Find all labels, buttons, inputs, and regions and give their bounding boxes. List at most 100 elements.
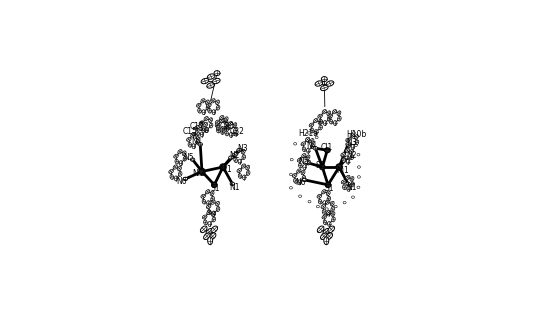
Ellipse shape <box>228 121 233 126</box>
Ellipse shape <box>334 205 337 208</box>
Ellipse shape <box>198 108 201 113</box>
Ellipse shape <box>321 85 328 91</box>
Ellipse shape <box>305 137 310 142</box>
Text: N2: N2 <box>229 151 239 160</box>
Ellipse shape <box>314 129 318 134</box>
Ellipse shape <box>211 200 215 204</box>
Ellipse shape <box>211 226 218 233</box>
Text: S1: S1 <box>210 184 220 193</box>
Ellipse shape <box>224 126 228 130</box>
Text: Cl1: Cl1 <box>320 143 333 152</box>
Ellipse shape <box>233 153 237 157</box>
Ellipse shape <box>345 156 349 160</box>
Ellipse shape <box>197 103 201 107</box>
Ellipse shape <box>347 143 351 148</box>
Ellipse shape <box>221 126 224 132</box>
Text: N2: N2 <box>346 151 356 160</box>
Ellipse shape <box>342 158 346 162</box>
Ellipse shape <box>212 110 216 115</box>
Ellipse shape <box>311 128 314 133</box>
Ellipse shape <box>205 100 209 105</box>
Ellipse shape <box>292 174 297 178</box>
Ellipse shape <box>327 210 331 215</box>
Ellipse shape <box>357 186 360 188</box>
Ellipse shape <box>349 149 353 154</box>
Ellipse shape <box>350 177 354 181</box>
Ellipse shape <box>302 147 306 152</box>
Ellipse shape <box>290 158 293 161</box>
Ellipse shape <box>207 74 215 79</box>
Ellipse shape <box>319 119 323 124</box>
Ellipse shape <box>350 133 354 137</box>
Ellipse shape <box>224 117 228 121</box>
Text: N1: N1 <box>229 183 240 192</box>
Ellipse shape <box>195 131 199 135</box>
Ellipse shape <box>229 133 233 137</box>
Ellipse shape <box>175 159 179 164</box>
Ellipse shape <box>214 71 220 76</box>
Ellipse shape <box>301 142 306 146</box>
Ellipse shape <box>207 210 211 214</box>
Ellipse shape <box>321 233 327 239</box>
Ellipse shape <box>328 114 333 118</box>
Ellipse shape <box>187 137 191 141</box>
Ellipse shape <box>216 201 219 206</box>
Text: C15: C15 <box>183 127 198 136</box>
Ellipse shape <box>301 170 305 175</box>
Ellipse shape <box>347 186 351 191</box>
Ellipse shape <box>297 158 302 162</box>
Ellipse shape <box>330 201 334 206</box>
Ellipse shape <box>325 200 330 204</box>
Ellipse shape <box>306 155 310 160</box>
Text: N4: N4 <box>192 137 203 146</box>
Ellipse shape <box>346 138 351 142</box>
Ellipse shape <box>206 105 210 110</box>
Ellipse shape <box>318 120 322 124</box>
Text: N3: N3 <box>346 138 357 147</box>
Ellipse shape <box>319 164 325 170</box>
Ellipse shape <box>317 194 322 198</box>
Ellipse shape <box>200 121 204 125</box>
Text: H21a: H21a <box>298 129 318 138</box>
Ellipse shape <box>351 144 355 149</box>
Ellipse shape <box>233 123 237 127</box>
Ellipse shape <box>210 191 214 195</box>
Ellipse shape <box>206 103 211 107</box>
Ellipse shape <box>207 237 212 245</box>
Ellipse shape <box>343 201 346 204</box>
Text: C30: C30 <box>220 122 235 131</box>
Ellipse shape <box>205 127 209 133</box>
Text: N5: N5 <box>298 157 309 166</box>
Ellipse shape <box>331 212 335 216</box>
Ellipse shape <box>216 105 220 110</box>
Ellipse shape <box>302 153 306 158</box>
Ellipse shape <box>238 174 242 178</box>
Ellipse shape <box>306 148 310 153</box>
Ellipse shape <box>346 182 351 186</box>
Ellipse shape <box>195 126 199 129</box>
Ellipse shape <box>230 182 235 186</box>
Ellipse shape <box>191 133 195 137</box>
Ellipse shape <box>212 217 216 222</box>
Ellipse shape <box>246 165 250 170</box>
Ellipse shape <box>323 220 327 225</box>
Ellipse shape <box>331 217 335 222</box>
Ellipse shape <box>323 229 330 235</box>
Ellipse shape <box>202 199 206 204</box>
Ellipse shape <box>315 136 318 139</box>
Ellipse shape <box>215 123 220 127</box>
Ellipse shape <box>294 143 296 145</box>
Ellipse shape <box>313 146 318 150</box>
Ellipse shape <box>204 233 210 239</box>
Ellipse shape <box>315 81 323 86</box>
Ellipse shape <box>226 127 230 130</box>
Ellipse shape <box>346 143 351 146</box>
Ellipse shape <box>328 226 335 233</box>
Ellipse shape <box>204 117 209 121</box>
Ellipse shape <box>234 133 238 136</box>
Ellipse shape <box>328 116 331 121</box>
Ellipse shape <box>316 205 319 208</box>
Ellipse shape <box>212 78 220 84</box>
Ellipse shape <box>199 127 203 130</box>
Ellipse shape <box>337 116 341 121</box>
